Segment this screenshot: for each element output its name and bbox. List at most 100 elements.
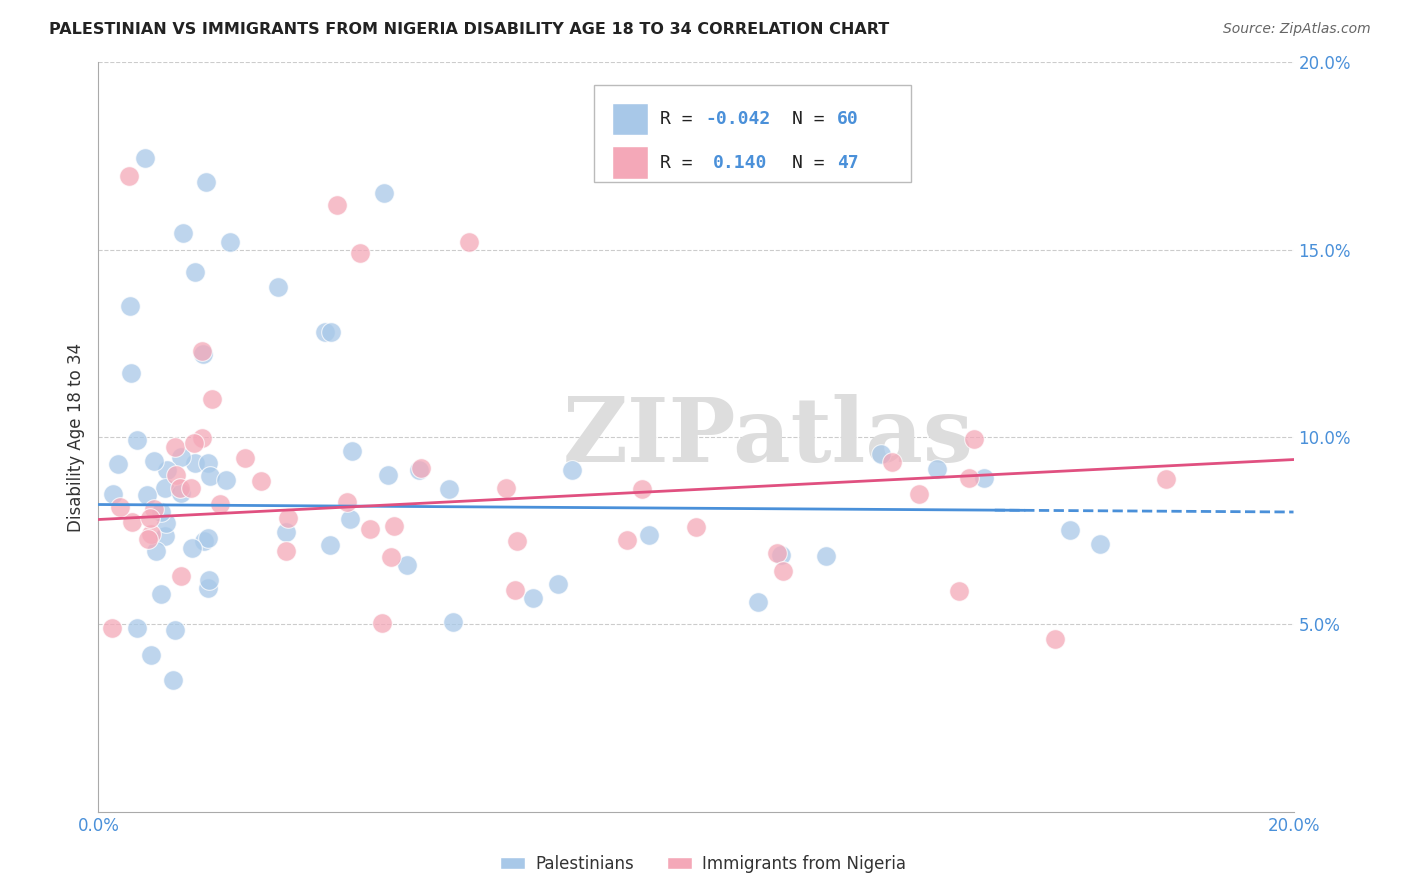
Point [191,431,214,445]
Point [326,198,349,212]
Point [135,488,157,502]
Point [315,325,337,339]
FancyBboxPatch shape [613,103,648,136]
Text: 60: 60 [837,110,859,128]
Point [118,169,141,183]
Point [908,486,931,500]
Point [506,534,529,549]
Legend: Palestinians, Immigrants from Nigeria: Palestinians, Immigrants from Nigeria [494,848,912,880]
Text: 0.140: 0.140 [713,153,768,172]
Point [101,621,124,635]
Point [770,548,793,562]
Point [233,451,256,466]
Point [631,483,654,497]
Point [139,527,162,541]
Point [814,549,837,564]
Point [138,511,160,525]
Point [880,455,903,469]
Point [747,595,769,609]
Point [165,623,187,637]
Point [380,549,402,564]
Point [195,175,218,189]
Point [181,541,204,555]
Point [277,511,299,525]
Point [165,468,187,483]
Point [408,463,430,477]
Text: 47: 47 [837,153,859,172]
Text: PALESTINIAN VS IMMIGRANTS FROM NIGERIA DISABILITY AGE 18 TO 34 CORRELATION CHART: PALESTINIAN VS IMMIGRANTS FROM NIGERIA D… [49,22,890,37]
Point [153,481,176,495]
Point [155,529,177,543]
Point [384,518,406,533]
Point [772,564,794,578]
Point [963,432,986,446]
Point [163,441,186,455]
Point [547,576,569,591]
Point [637,528,659,542]
Point [150,505,173,519]
Point [522,591,544,605]
Point [925,462,948,476]
Point [145,544,167,558]
Point [371,615,394,630]
Point [169,450,191,464]
Point [870,447,893,461]
Point [191,347,214,361]
Point [197,457,219,471]
Point [139,648,162,662]
Text: R =: R = [661,110,703,128]
Point [1088,537,1111,551]
Point [458,235,481,250]
Point [142,502,165,516]
Point [349,246,371,260]
Text: N =: N = [792,153,835,172]
FancyBboxPatch shape [595,85,911,182]
Point [101,487,124,501]
Point [1043,632,1066,647]
Point [377,467,399,482]
Point [561,463,583,477]
Point [359,522,381,536]
Point [276,544,298,558]
Point [613,123,636,137]
Point [180,481,202,495]
Point [766,546,789,560]
Point [136,532,159,546]
Point [172,226,194,240]
Point [197,532,219,546]
Y-axis label: Disability Age 18 to 34: Disability Age 18 to 34 [67,343,86,532]
Point [120,366,142,380]
Point [250,475,273,489]
Point [127,433,149,447]
Point [134,152,156,166]
Point [503,583,526,598]
Point [200,468,222,483]
Point [201,392,224,406]
Point [193,533,215,548]
Point [957,471,980,485]
Point [215,473,238,487]
Text: Source: ZipAtlas.com: Source: ZipAtlas.com [1223,22,1371,37]
Text: N =: N = [792,110,835,128]
Point [183,436,205,450]
Point [198,573,221,587]
Point [162,673,184,688]
Point [373,186,395,200]
Point [395,558,418,572]
Point [1154,472,1177,486]
Point [439,482,461,496]
Point [125,620,148,634]
Point [107,457,129,471]
Point [948,583,970,598]
Point [170,569,193,583]
Point [219,235,242,250]
Point [184,265,207,279]
Point [495,481,517,495]
Point [155,463,177,477]
Text: R =: R = [661,153,714,172]
Point [319,538,342,552]
Point [169,481,191,495]
Point [267,280,290,294]
Point [184,456,207,470]
Point [142,453,165,467]
